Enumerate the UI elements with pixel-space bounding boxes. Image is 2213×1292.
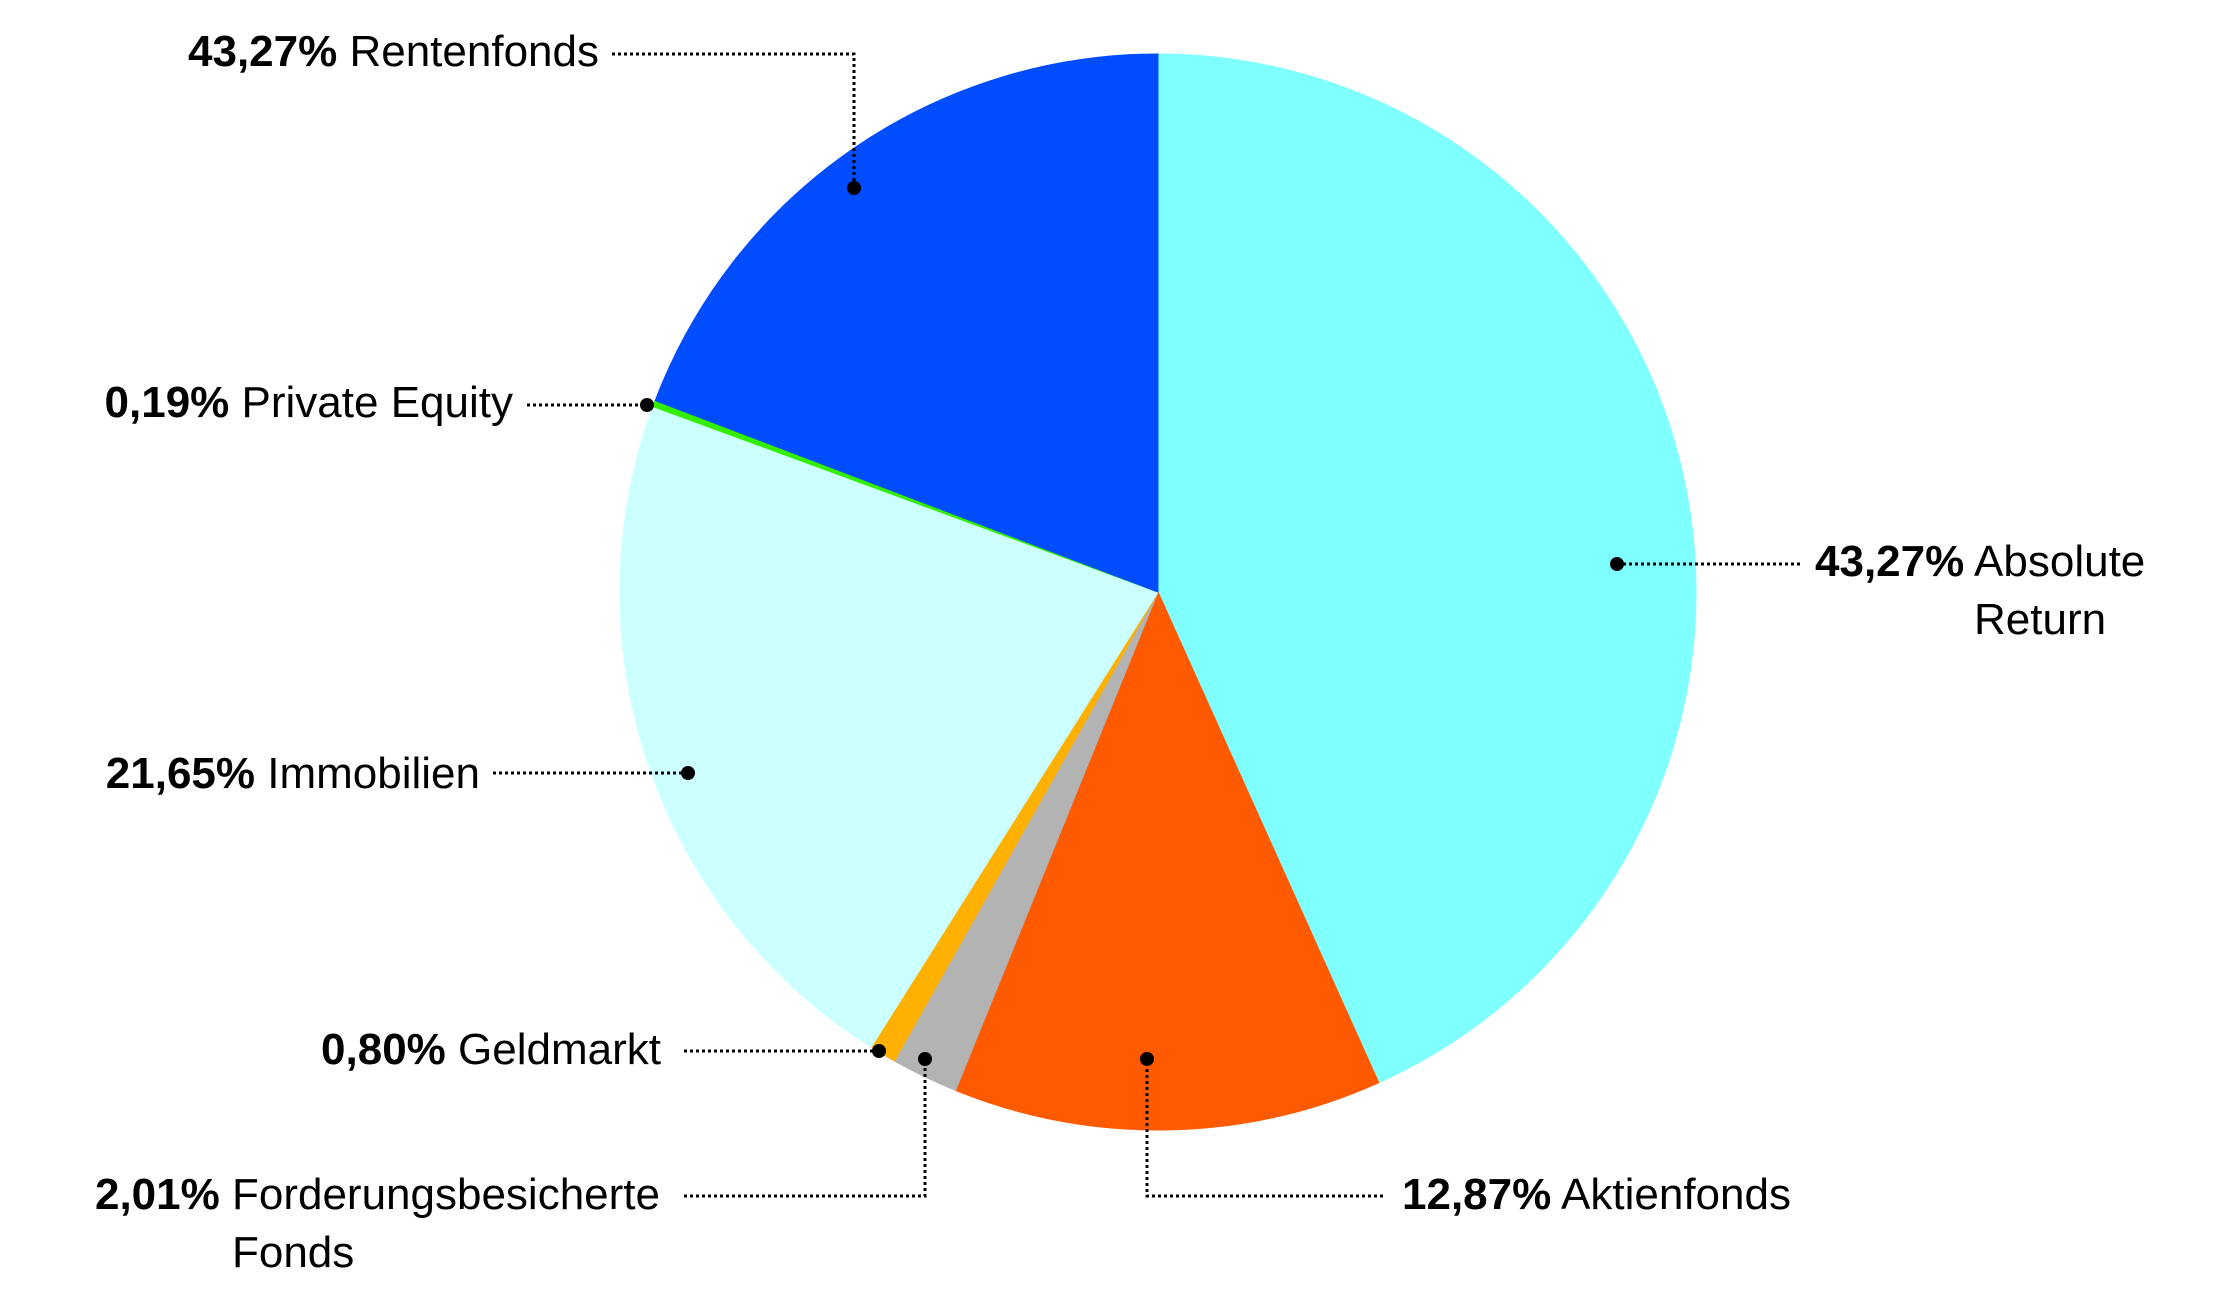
dot-immobilien bbox=[681, 766, 695, 780]
pie-slices bbox=[619, 53, 1697, 1131]
dot-aktienfonds bbox=[1140, 1052, 1154, 1066]
pct-aktienfonds: 12,87% bbox=[1402, 1170, 1551, 1219]
name-aktienfonds: Aktienfonds bbox=[1561, 1170, 1791, 1219]
name-rentenfonds: Rentenfonds bbox=[349, 27, 599, 76]
leader-aktienfonds bbox=[1145, 1059, 1383, 1198]
label-forderungsbesicherte: 2,01% Forderungsbesicherte bbox=[95, 1170, 660, 1219]
label-aktienfonds: 12,87% Aktienfonds bbox=[1402, 1170, 1791, 1219]
dot-geldmarkt bbox=[872, 1044, 886, 1058]
name-immobilien: Immobilien bbox=[267, 749, 480, 798]
dot-private-equity bbox=[640, 398, 654, 412]
label-rentenfonds: 43,27% Rentenfonds bbox=[188, 27, 599, 76]
leader-forderungsbesicherte bbox=[684, 1059, 927, 1198]
name-private-equity: Private Equity bbox=[242, 378, 513, 427]
pct-geldmarkt: 0,80% bbox=[321, 1025, 446, 1074]
slice-aktienfonds bbox=[954, 590, 1380, 1131]
dot-rentenfonds bbox=[847, 181, 861, 195]
label-geldmarkt: 0,80% Geldmarkt bbox=[321, 1025, 661, 1074]
pct-rentenfonds: 43,27% bbox=[188, 27, 337, 76]
dot-forderungsbesicherte bbox=[918, 1052, 932, 1066]
slice-absolute-return bbox=[1157, 53, 1697, 1084]
pct-forderungsbesicherte: 2,01% bbox=[95, 1170, 220, 1219]
pct-immobilien: 21,65% bbox=[106, 749, 255, 798]
leader-lines bbox=[493, 52, 1801, 1198]
name-geldmarkt: Geldmarkt bbox=[458, 1025, 661, 1074]
name-absolute-return-line1: Absolute bbox=[1974, 537, 2145, 586]
leader-rentenfonds bbox=[612, 52, 856, 188]
label-immobilien: 21,65% Immobilien bbox=[106, 749, 480, 798]
label-absolute-return: 43,27% Absolute bbox=[1815, 537, 2145, 586]
label-absolute-return-line2: Return bbox=[1974, 595, 2106, 644]
slice-immobilien bbox=[619, 405, 1159, 1048]
label-forderungsbesicherte-line2: Fonds bbox=[232, 1228, 354, 1277]
name-forderungsbesicherte-line1: Forderungsbesicherte bbox=[232, 1170, 660, 1219]
label-private-equity: 0,19% Private Equity bbox=[105, 378, 513, 427]
pct-private-equity: 0,19% bbox=[105, 378, 230, 427]
dot-absolute-return bbox=[1610, 557, 1624, 571]
pct-absolute-return: 43,27% bbox=[1815, 537, 1964, 586]
